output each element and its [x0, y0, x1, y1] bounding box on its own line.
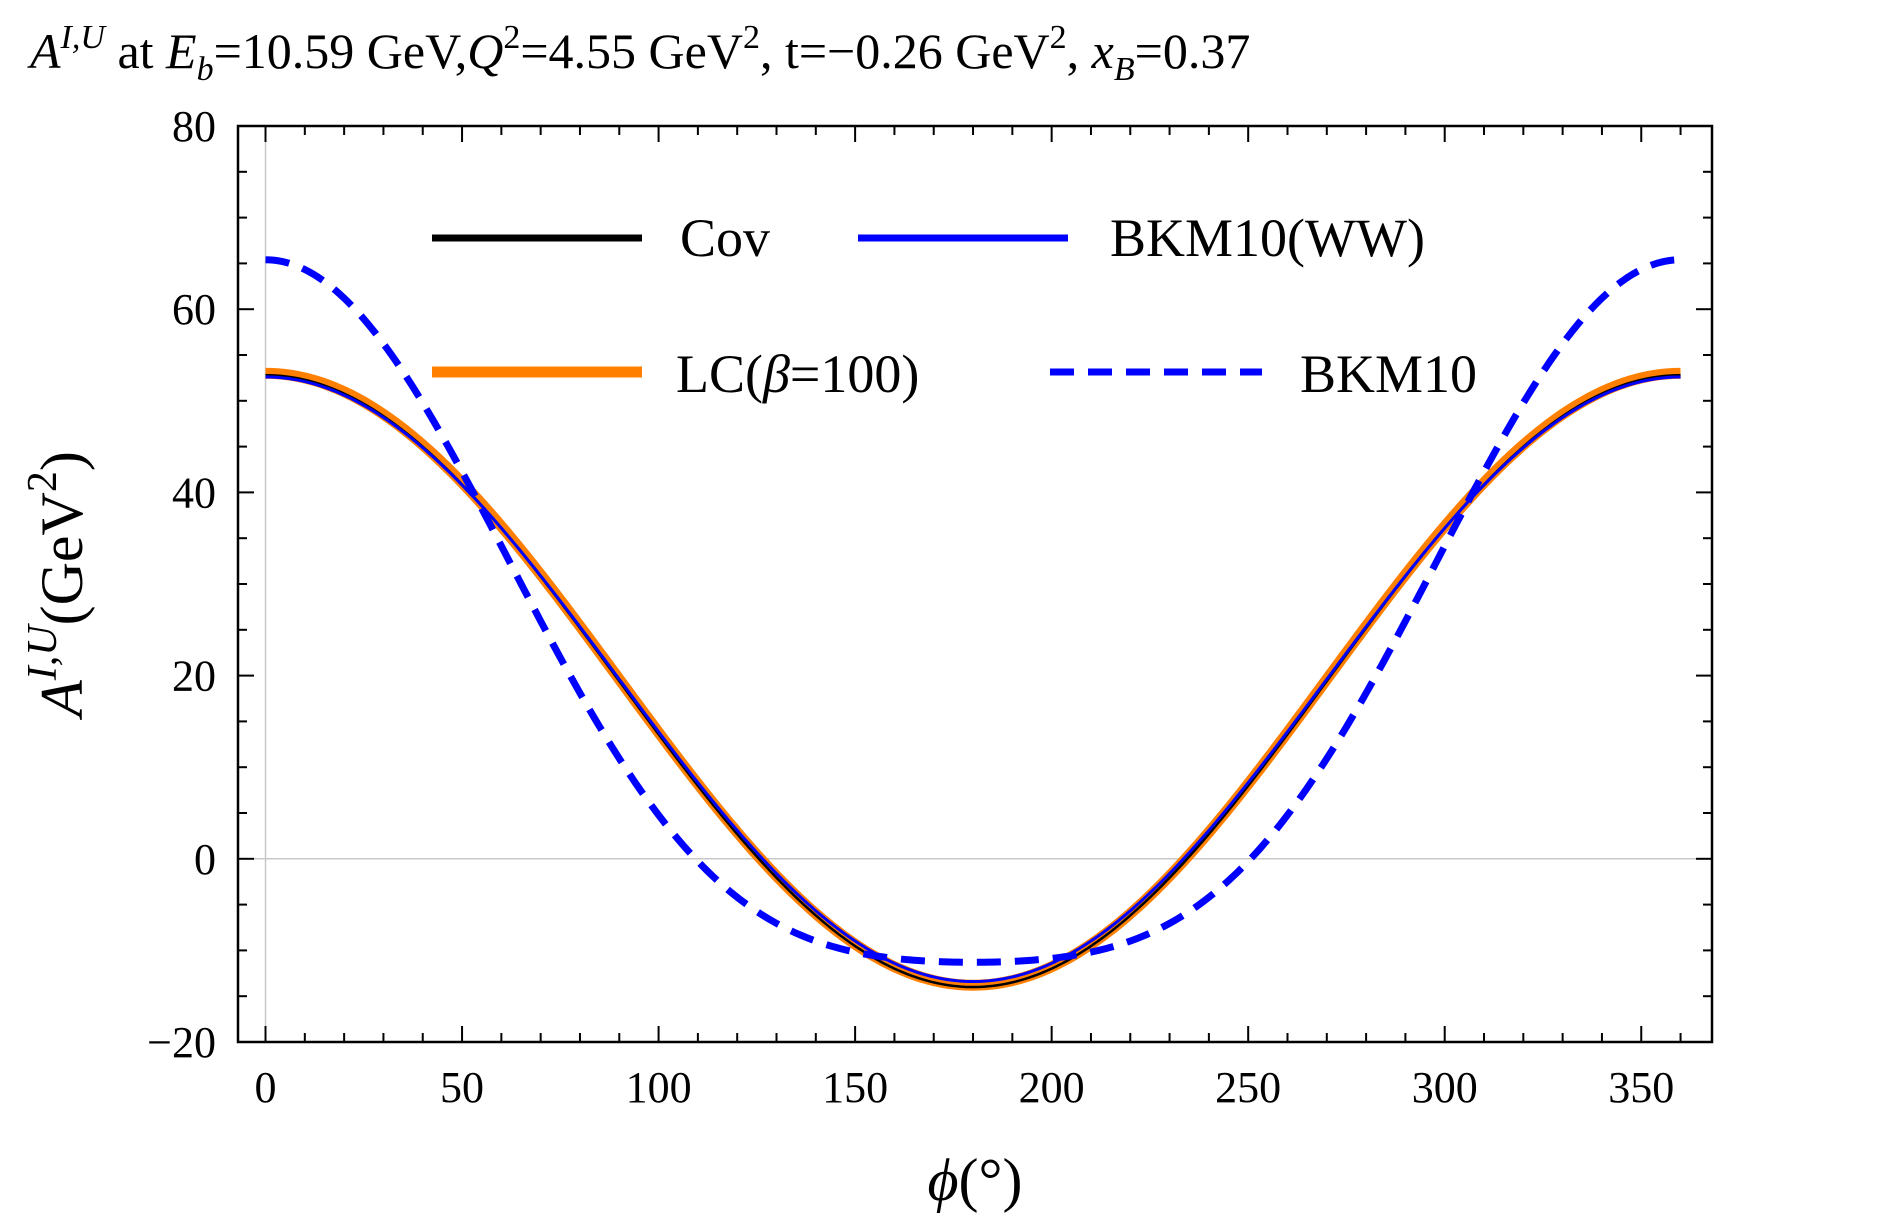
x-tick-label: 100 [626, 1063, 692, 1112]
legend-label-bkm10: BKM10 [1300, 344, 1477, 404]
x-tick-label: 200 [1019, 1063, 1085, 1112]
x-tick-label: 250 [1215, 1063, 1281, 1112]
legend-label-cov: Cov [680, 208, 770, 268]
axis-ticks [238, 125, 1712, 1043]
y-tick-label: 80 [172, 102, 216, 151]
series-group [263, 256, 1683, 991]
x-tick-label: 0 [255, 1063, 277, 1112]
y-tick-label: 60 [172, 285, 216, 334]
y-tick-label: 0 [194, 835, 216, 884]
x-tick-label: 350 [1608, 1063, 1674, 1112]
series-cov [265, 373, 1681, 989]
plot-frame [236, 124, 1714, 1044]
zero-lines [238, 126, 1712, 1042]
x-tick-label: 300 [1412, 1063, 1478, 1112]
series-bkm10ww [265, 375, 1681, 984]
series-bkm10 [265, 256, 1681, 966]
series-lc [263, 367, 1683, 991]
y-tick-label: 40 [172, 468, 216, 517]
y-tick-label: −20 [147, 1018, 216, 1067]
y-axis-label: AI,U(GeV2) [20, 451, 95, 721]
legend-label-bkm10ww: BKM10(WW) [1110, 208, 1425, 268]
x-tick-label: 150 [822, 1063, 888, 1112]
chart-title: AI,U at Eb=10.59 GeV,Q2=4.55 GeV2, t=−0.… [27, 19, 1250, 88]
tick-labels: 0 50 100 150 200 250 300 350 −20 0 20 40 60 80 [147, 102, 1674, 1112]
x-tick-label: 50 [440, 1063, 484, 1112]
x-axis-label: ϕ(°) [927, 1147, 1022, 1213]
legend-label-lc: LC(β=100) [676, 344, 919, 404]
legend: Cov BKM10(WW) LC(β=100) BKM10 [432, 208, 1477, 404]
y-tick-label: 20 [172, 652, 216, 701]
